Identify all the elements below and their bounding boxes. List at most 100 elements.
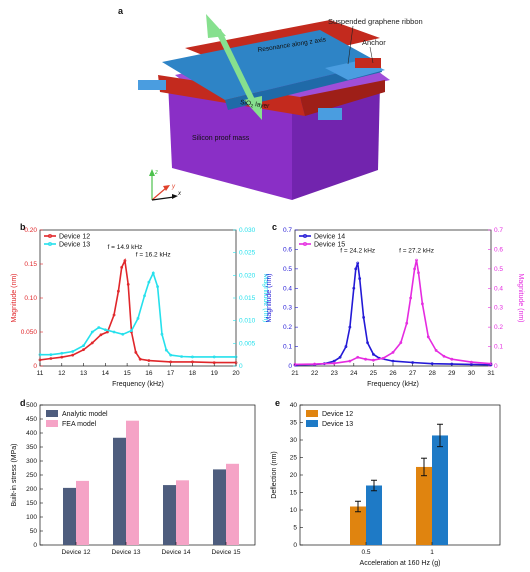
x-tick-label: 28 bbox=[429, 370, 437, 377]
bar bbox=[366, 485, 382, 545]
data-point bbox=[138, 357, 142, 361]
y-tick-label: 0.15 bbox=[24, 261, 37, 268]
data-point bbox=[147, 359, 151, 362]
x-tick-label: 13 bbox=[80, 370, 88, 377]
y-axis-label: Magnitude (nm) bbox=[266, 273, 273, 322]
data-point bbox=[399, 341, 403, 345]
ribbon-label: Suspended graphene ribbon bbox=[328, 17, 423, 26]
data-point bbox=[49, 357, 53, 360]
sio2-label: SiO2 layer bbox=[240, 99, 271, 111]
data-point bbox=[356, 355, 360, 359]
data-point bbox=[38, 358, 42, 362]
end-block-left bbox=[138, 80, 166, 90]
data-point bbox=[103, 328, 107, 332]
data-point bbox=[121, 332, 125, 336]
data-point bbox=[450, 362, 454, 366]
data-point bbox=[358, 277, 362, 280]
x-tick-label: Device 15 bbox=[212, 549, 241, 556]
y-tick-label: 0.1 bbox=[283, 344, 292, 351]
data-point bbox=[356, 261, 360, 265]
y-axis-label: y bbox=[171, 184, 176, 190]
y-axis-label: Built-in stress (MPa) bbox=[11, 443, 18, 506]
data-point bbox=[169, 360, 173, 364]
x-tick-label: 11 bbox=[37, 370, 44, 377]
y-axis-label: Deflection (nm) bbox=[271, 451, 278, 498]
data-point bbox=[348, 359, 352, 363]
data-point bbox=[71, 353, 75, 357]
y2-tick-label: 0.7 bbox=[494, 227, 503, 234]
data-point bbox=[405, 321, 409, 325]
chart-e: 0 5 10 15 20 25 30 35 40 Deflection (nm) Accelerat… bbox=[271, 402, 501, 567]
data-point bbox=[130, 329, 133, 333]
resonance-arrow-bottom bbox=[244, 96, 262, 120]
legend-swatch bbox=[46, 410, 58, 417]
data-point bbox=[134, 350, 138, 354]
peak-annotation: f = 24.2 kHz bbox=[340, 247, 375, 254]
data-point bbox=[391, 350, 395, 354]
y2-axis-label: Magnitude (nm) bbox=[262, 273, 269, 322]
legend-label: Device 12 bbox=[322, 411, 353, 418]
y2-tick-label: 0 bbox=[239, 363, 243, 370]
y2-tick-label: 0.025 bbox=[239, 250, 256, 257]
x-tick-label: 21 bbox=[291, 370, 299, 377]
y-tick-label: 400 bbox=[26, 430, 37, 437]
x-tick-label: 27 bbox=[409, 370, 417, 377]
data-point bbox=[147, 280, 151, 284]
panel-letter-e: e bbox=[275, 398, 281, 408]
y2-tick-label: 0.015 bbox=[239, 295, 256, 302]
y-tick-label: 0.10 bbox=[24, 295, 37, 302]
plot-frame bbox=[294, 229, 492, 367]
y-tick-label: 350 bbox=[26, 444, 37, 451]
data-point bbox=[117, 289, 120, 293]
data-point bbox=[143, 294, 146, 298]
y-tick-label: 0 bbox=[288, 363, 292, 370]
peak-annotation: f = 16.2 kHz bbox=[136, 252, 171, 259]
peak-annotation: f = 27.2 kHz bbox=[399, 247, 434, 254]
data-point bbox=[469, 360, 473, 364]
y2-tick-label: 0.4 bbox=[494, 285, 503, 292]
chart-c: 21 22 23 24 25 26 27 28 29 30 3100.10.20.30.40.50.… bbox=[266, 227, 524, 388]
data-point bbox=[426, 335, 430, 339]
graphene-ribbon-body bbox=[162, 30, 380, 100]
x-tick-label: 26 bbox=[389, 370, 397, 377]
x-axis-label: x bbox=[177, 191, 182, 197]
legend-swatch bbox=[306, 410, 318, 417]
legend-label: Analytic model bbox=[62, 411, 108, 418]
x-tick-label: Device 12 bbox=[62, 549, 91, 556]
x-axis-label: Frequency (kHz) bbox=[112, 381, 164, 388]
y-tick-label: 5 bbox=[293, 525, 297, 532]
data-point bbox=[160, 332, 164, 336]
data-point bbox=[71, 350, 75, 353]
legend-label: Device 14 bbox=[314, 233, 345, 240]
data-point bbox=[313, 362, 317, 366]
y-tick-label: 30 bbox=[290, 437, 298, 444]
y-tick-label: 150 bbox=[26, 500, 37, 507]
x-tick-label: 17 bbox=[167, 370, 175, 377]
y-tick-label: 100 bbox=[26, 514, 37, 521]
x-tick-label: 25 bbox=[370, 370, 378, 377]
data-point bbox=[123, 259, 127, 263]
panel-letter-a: a bbox=[118, 6, 124, 16]
data-point bbox=[372, 352, 375, 356]
legend-marker bbox=[303, 234, 307, 238]
bar bbox=[63, 487, 76, 545]
x-tick-label: 12 bbox=[58, 370, 66, 377]
data-point bbox=[413, 267, 416, 271]
legend-marker bbox=[48, 234, 52, 238]
data-point bbox=[151, 271, 155, 275]
series-line-1 bbox=[294, 259, 492, 366]
data-point bbox=[417, 271, 420, 275]
z-axis-head bbox=[149, 169, 155, 176]
legend-label: Device 13 bbox=[322, 421, 353, 428]
y2-tick-label: 0.1 bbox=[494, 344, 503, 351]
data-point bbox=[212, 355, 216, 359]
x-tick-label: 0.5 bbox=[361, 549, 370, 556]
proof-mass-label: Silicon proof mass bbox=[192, 135, 250, 142]
y-tick-label: 35 bbox=[290, 420, 298, 427]
data-point bbox=[82, 344, 85, 348]
y-tick-label: 200 bbox=[26, 486, 37, 493]
x-axis-label: Acceleration at 160 Hz (g) bbox=[360, 560, 441, 567]
legend-swatch bbox=[306, 420, 318, 427]
y-tick-label: 40 bbox=[290, 402, 298, 409]
data-point bbox=[212, 361, 216, 365]
